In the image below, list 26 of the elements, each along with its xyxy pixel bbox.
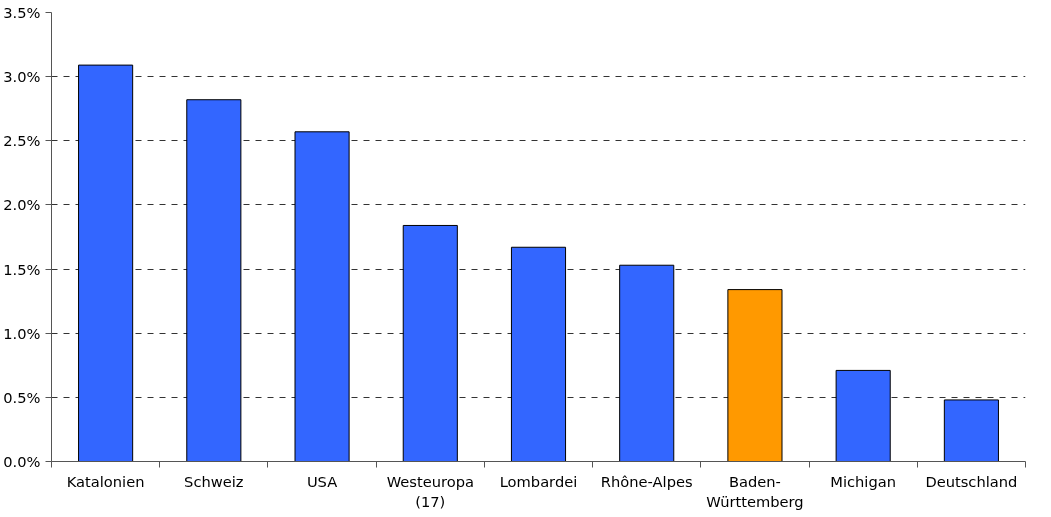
x-tick-label: Baden-Württemberg <box>706 472 804 510</box>
x-tick-label: Deutschland <box>925 472 1018 490</box>
x-tick-label: Schweiz <box>184 472 244 490</box>
x-tick-label: Rhône-Alpes <box>600 472 693 490</box>
y-tick-label: 0.5% <box>3 388 41 406</box>
y-tick-label: 1.0% <box>3 324 41 342</box>
bar <box>727 289 783 462</box>
bar <box>619 264 675 462</box>
y-tick-label: 2.5% <box>3 132 41 150</box>
bar <box>510 246 567 462</box>
x-tick-label: Lombardei <box>499 472 578 490</box>
y-tick-label: 1.5% <box>3 260 41 278</box>
bar <box>294 131 350 462</box>
bar <box>943 399 999 462</box>
y-tick-label: 0.0% <box>3 453 41 470</box>
bar <box>78 64 134 462</box>
x-tick-label: Michigan <box>830 472 897 490</box>
bar <box>402 224 458 462</box>
x-tick-label: Westeuropa (17) <box>386 472 474 510</box>
bar <box>835 369 891 462</box>
bar <box>186 99 242 462</box>
y-tick-label: 3.5% <box>3 4 41 21</box>
x-tick-label: Katalonien <box>66 472 145 490</box>
x-tick-label: USA <box>306 472 338 490</box>
y-tick-label: 3.0% <box>3 68 41 86</box>
y-tick-label: 2.0% <box>3 196 41 214</box>
